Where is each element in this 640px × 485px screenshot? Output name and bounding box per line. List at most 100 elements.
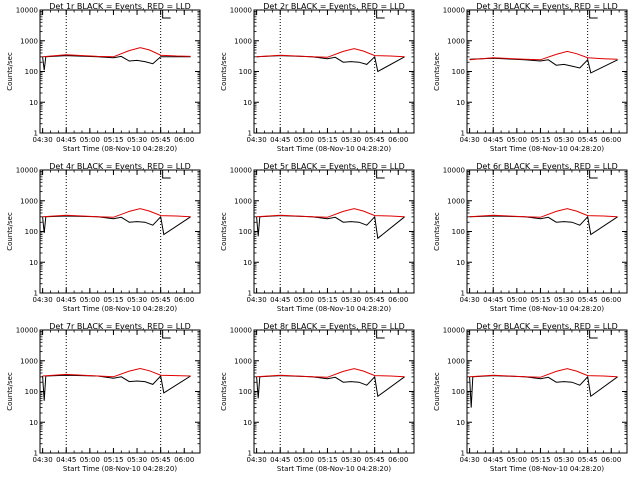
- y-tick-label: 100: [25, 388, 38, 396]
- x-tick-label: 06:00: [174, 136, 194, 144]
- y-tick-label: 10000: [16, 7, 38, 15]
- x-tick-label: 05:15: [103, 456, 123, 464]
- panel-title: Det 2r BLACK = Events, RED = LLD: [263, 2, 405, 11]
- y-tick-label: 10: [456, 419, 465, 427]
- y-tick-label: 1: [461, 450, 465, 458]
- x-tick-label: 04:30: [33, 136, 53, 144]
- panel-det-5: Det 5r BLACK = Events, RED = LLD 1 10 100 10…: [220, 162, 415, 313]
- y-tick-label: 100: [452, 388, 465, 396]
- x-tick-label: 05:45: [151, 136, 171, 144]
- x-tick-label: 06:00: [388, 296, 408, 304]
- series-events-line: [256, 215, 405, 240]
- panel-det-1: Det 1r BLACK = Events, RED = LLD 1 10 100 10…: [6, 2, 201, 153]
- plot-frame: [466, 329, 628, 454]
- x-tick-label: 05:15: [317, 296, 337, 304]
- x-tick-label: 05:00: [294, 136, 314, 144]
- y-axis-label: Counts/sec: [433, 52, 441, 91]
- y-tick-label: 10: [243, 419, 252, 427]
- panel-title: Det 4r BLACK = Events, RED = LLD: [49, 162, 191, 171]
- series-lld-line: [42, 367, 191, 378]
- x-tick-label: 05:15: [317, 136, 337, 144]
- y-tick-label: 1000: [447, 357, 465, 365]
- x-tick-label: 05:45: [365, 456, 385, 464]
- y-axis-label: Counts/sec: [6, 372, 14, 411]
- y-axis-label: Counts/sec: [433, 212, 441, 251]
- y-tick-label: 10: [29, 419, 38, 427]
- x-tick-label: 05:00: [80, 136, 100, 144]
- y-tick-label: 100: [239, 228, 252, 236]
- x-tick-label: 05:30: [127, 456, 147, 464]
- x-tick-label: 06:00: [388, 456, 408, 464]
- x-tick-label: 04:30: [460, 456, 480, 464]
- series-events-line: [469, 375, 618, 408]
- x-tick-label: 05:00: [80, 296, 100, 304]
- x-tick-label: 05:00: [507, 136, 527, 144]
- x-tick-label: 05:45: [578, 456, 598, 464]
- x-tick-label: 05:15: [103, 136, 123, 144]
- y-tick-label: 10000: [16, 327, 38, 335]
- series-lld-line: [256, 208, 405, 218]
- plot-frame: [253, 329, 415, 454]
- x-axis-label: Start Time (08-Nov-10 04:28:20): [63, 305, 177, 313]
- y-tick-label: 1: [248, 290, 252, 298]
- y-tick-label: 10000: [230, 327, 252, 335]
- panel-title: Det 5r BLACK = Events, RED = LLD: [263, 162, 405, 171]
- y-tick-label: 1000: [234, 37, 252, 45]
- x-axis-label: Start Time (08-Nov-10 04:28:20): [490, 465, 604, 473]
- marker-bracket: [589, 170, 598, 179]
- marker-bracket: [589, 330, 598, 339]
- series-events-line: [469, 57, 618, 74]
- y-tick-label: 10000: [443, 7, 465, 15]
- x-axis-label: Start Time (08-Nov-10 04:28:20): [490, 145, 604, 153]
- plot-frame: [253, 169, 415, 294]
- x-tick-label: 05:00: [80, 456, 100, 464]
- y-axis-label: Counts/sec: [220, 212, 228, 251]
- y-axis-label: Counts/sec: [6, 52, 14, 91]
- x-tick-label: 04:30: [247, 296, 267, 304]
- x-tick-label: 05:00: [294, 296, 314, 304]
- x-tick-label: 05:45: [365, 296, 385, 304]
- plot-frame: [39, 169, 201, 294]
- x-tick-label: 05:00: [294, 456, 314, 464]
- x-tick-label: 04:45: [270, 296, 290, 304]
- plot-frame: [253, 9, 415, 134]
- x-tick-label: 04:45: [56, 456, 76, 464]
- panel-title: Det 6r BLACK = Events, RED = LLD: [476, 162, 618, 171]
- y-tick-label: 1: [461, 130, 465, 138]
- y-tick-label: 10000: [230, 7, 252, 15]
- marker-bracket: [376, 170, 385, 179]
- series-lld-line: [42, 47, 191, 58]
- y-tick-label: 10: [29, 99, 38, 107]
- marker-bracket: [162, 170, 171, 179]
- panel-det-2: Det 2r BLACK = Events, RED = LLD 1 10 100 10…: [220, 2, 415, 153]
- y-tick-label: 1000: [20, 37, 38, 45]
- panel-det-4: Det 4r BLACK = Events, RED = LLD 1 10 100 10…: [6, 162, 201, 313]
- x-tick-label: 04:45: [270, 456, 290, 464]
- x-tick-label: 05:15: [530, 296, 550, 304]
- panel-det-7: Det 7r BLACK = Events, RED = LLD 1 10 100 10…: [6, 322, 201, 473]
- x-tick-label: 05:15: [530, 456, 550, 464]
- panel-det-8: Det 8r BLACK = Events, RED = LLD 1 10 100 10…: [220, 322, 415, 473]
- x-tick-label: 05:15: [317, 456, 337, 464]
- y-tick-label: 10000: [443, 327, 465, 335]
- x-tick-label: 04:45: [483, 456, 503, 464]
- x-tick-label: 06:00: [174, 296, 194, 304]
- plot-frame: [466, 169, 628, 294]
- panel-det-6: Det 6r BLACK = Events, RED = LLD 1 10 100 10…: [433, 162, 628, 313]
- series-events-line: [256, 55, 405, 73]
- x-tick-label: 05:00: [507, 296, 527, 304]
- panel-title: Det 9r BLACK = Events, RED = LLD: [476, 322, 618, 331]
- y-tick-label: 100: [239, 68, 252, 76]
- y-tick-label: 1000: [234, 197, 252, 205]
- panel-det-9: Det 9r BLACK = Events, RED = LLD 1 10 100 10…: [433, 322, 628, 473]
- x-tick-label: 05:30: [341, 296, 361, 304]
- y-tick-label: 1: [248, 130, 252, 138]
- x-tick-label: 04:45: [56, 296, 76, 304]
- y-tick-label: 1: [34, 290, 38, 298]
- x-tick-label: 04:30: [33, 296, 53, 304]
- y-tick-label: 100: [452, 68, 465, 76]
- x-tick-label: 04:30: [460, 296, 480, 304]
- plot-frame: [39, 9, 201, 134]
